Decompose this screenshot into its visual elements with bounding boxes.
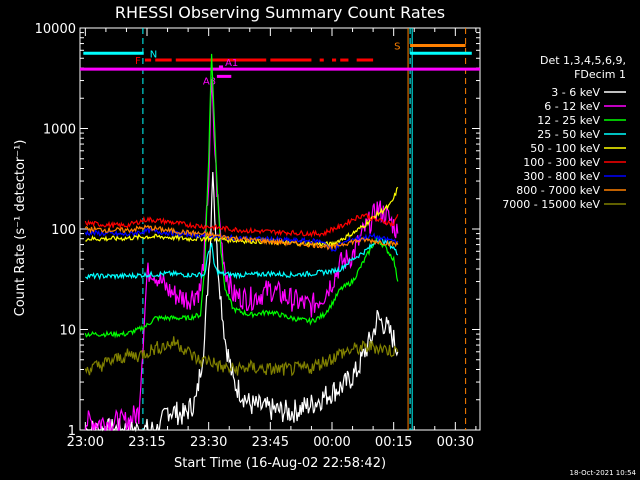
y-tick-label: 1: [68, 424, 76, 439]
series-line-1: [84, 78, 399, 431]
x-tick-label: 23:45: [252, 435, 289, 450]
y-axis-label: Count Rate (s⁻¹ detector⁻¹): [13, 140, 28, 317]
flag-label-f: F: [135, 56, 141, 67]
legend-entry-label: 3 - 6 keV: [551, 86, 600, 99]
flag-label-s: S: [394, 41, 400, 52]
legend-entry-label: 300 - 800 keV: [523, 170, 600, 183]
x-tick-label: 00:15: [375, 435, 412, 450]
plot-area: 1 10 100 1000 10000 23:00 23:15 23:30 23:45 00:00…: [35, 22, 481, 450]
y-tick-label: 10: [59, 324, 76, 339]
series-line-3: [85, 237, 399, 281]
series-line-0: [84, 171, 399, 433]
legend-entry-label: 12 - 25 keV: [537, 114, 600, 127]
legend-header-line: Det 1,3,4,5,6,9,: [540, 54, 626, 67]
legend-entry-label: 100 - 300 keV: [523, 156, 600, 169]
legend-entry-label: 50 - 100 keV: [530, 142, 600, 155]
x-tick-label: 00:00: [313, 435, 350, 450]
y-tick-label: 100: [51, 223, 76, 238]
legend-entry-label: 6 - 12 keV: [544, 100, 600, 113]
series-line-4: [85, 186, 399, 249]
flag-label-a1: A1: [225, 58, 238, 69]
series-line-8: [84, 336, 399, 377]
chart-title: RHESSI Observing Summary Count Rates: [115, 3, 445, 22]
x-axis-label: Start Time (16-Aug-02 22:58:42): [174, 456, 386, 471]
legend-header-line: FDecim 1: [574, 68, 626, 81]
x-tick-label: 00:30: [437, 435, 474, 450]
x-tick-label: 23:00: [67, 435, 104, 450]
x-tick-label: 23:15: [128, 435, 165, 450]
legend-entry-label: 800 - 7000 keV: [516, 184, 600, 197]
x-tick-label: 23:30: [190, 435, 227, 450]
footer-timestamp: 18-Oct-2021 10:54: [570, 469, 637, 477]
y-tick-label: 1000: [43, 123, 76, 138]
flag-label-a3: A3: [203, 76, 216, 87]
y-tick-label: 10000: [35, 22, 76, 37]
series-line-5: [84, 213, 399, 238]
series-line-2: [84, 53, 399, 339]
flag-label-n: N: [150, 49, 157, 60]
series-line-7: [84, 224, 399, 251]
legend-entry-label: 25 - 50 keV: [537, 128, 600, 141]
legend-entry-label: 7000 - 15000 keV: [502, 198, 600, 211]
